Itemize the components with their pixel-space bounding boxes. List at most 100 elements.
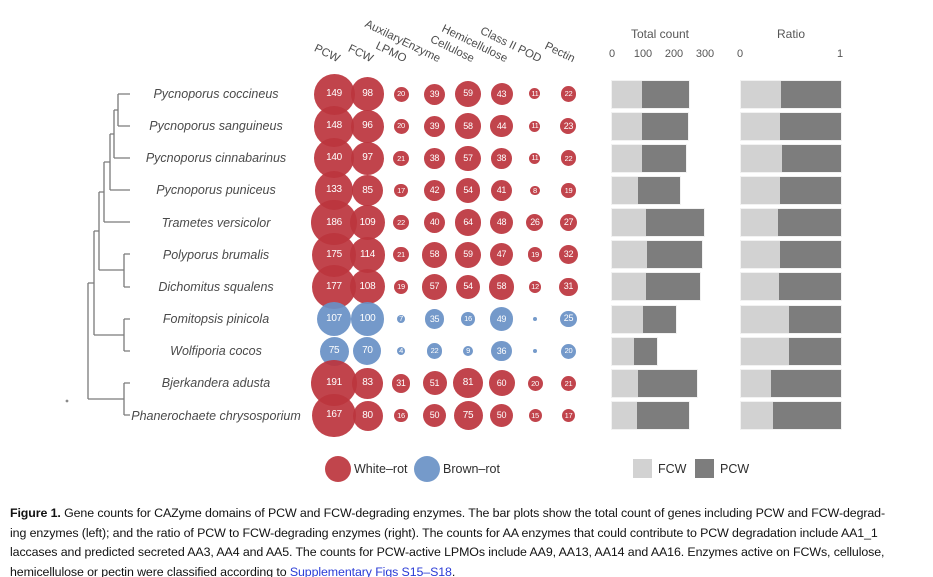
bubble-count: 97 [362, 152, 373, 164]
total-axis-tick-300: 300 [695, 48, 715, 60]
total-axis-tick-0: 0 [608, 48, 616, 60]
bubble-count: 54 [463, 184, 473, 195]
fcw-legend-swatch [633, 459, 652, 478]
bubble-fcw: 80 [352, 400, 383, 431]
species-label-dichomitus-squalens: Dichomitus squalens [158, 279, 274, 294]
ratio-bar [741, 144, 841, 172]
ratio-bar [741, 112, 841, 140]
supplementary-figs-link[interactable]: Supplementary Figs S15–S18 [289, 564, 452, 577]
fcw-segment [612, 337, 634, 365]
pcw-segment [643, 305, 677, 333]
tree-branches [87, 93, 130, 416]
bubble-count: 23 [563, 120, 574, 131]
caption-text-1: Gene counts for CAZyme domains of PCW an… [60, 506, 885, 520]
bubble-count: 20 [531, 378, 539, 388]
bubble-count: 38 [496, 152, 507, 163]
bubble-auxilaryenzyme: 42 [423, 179, 446, 202]
bubble-auxilaryenzyme: 58 [421, 242, 448, 268]
pcw-fraction [771, 369, 841, 397]
bubble-fcw: 109 [350, 205, 386, 241]
total-count-bar [612, 144, 686, 172]
bubble-lpmo: 31 [391, 374, 411, 393]
bubble-count: 38 [429, 152, 440, 163]
bubble-pectin: 31 [559, 277, 578, 297]
bubble-count: 22 [430, 346, 439, 356]
bubble-lpmo: 4 [397, 347, 405, 356]
bubble-count: 15 [531, 410, 539, 420]
pcw-fraction [780, 241, 841, 269]
bubble-fcw: 70 [353, 337, 382, 366]
pcw-fraction [780, 176, 841, 204]
bubble-count: 19 [397, 282, 405, 292]
fcw-fraction [741, 337, 790, 365]
bubble-auxilaryenzyme: 57 [421, 274, 448, 300]
bubble-fcw: 98 [350, 77, 385, 111]
bubble-count: 70 [362, 345, 373, 357]
pcw-fraction [777, 209, 841, 237]
bubble-count: 100 [359, 312, 376, 324]
bubble-count: 17 [397, 185, 405, 195]
total-axis-tick-200: 200 [664, 48, 684, 60]
bubble-hemicellulose: 38 [491, 147, 512, 169]
ratio-axis-tick-1: 1 [836, 48, 844, 60]
bubble-count: 83 [362, 377, 373, 389]
bubble-count: 59 [463, 249, 473, 260]
bubble-auxilaryenzyme: 40 [423, 212, 446, 234]
bubble-count: 148 [326, 120, 342, 132]
bubble-count: 7 [399, 314, 403, 324]
caption-line-3: laccases and predicted secreted AA3, AA4… [10, 545, 885, 559]
bubble-lpmo: 7 [396, 314, 406, 324]
species-label-polyporus-brumalis: Polyporus brumalis [162, 247, 270, 262]
bubble-count: 22 [564, 153, 573, 163]
bubble-hemicellulose: 60 [488, 370, 515, 397]
bubble-count: 108 [359, 280, 376, 292]
species-label-fomitopsis-pinicola: Fomitopsis pinicola [162, 312, 270, 327]
bubble-count: 40 [429, 217, 440, 228]
pcw-fraction [778, 273, 841, 301]
fcw-segment [612, 176, 639, 204]
pcw-segment [647, 241, 702, 269]
total-count-bar [612, 241, 702, 269]
total-count-bar [612, 112, 688, 140]
bubble-count: 19 [564, 185, 573, 195]
bubble-fcw: 96 [351, 109, 384, 143]
ratio-bar [741, 241, 841, 269]
total-count-bar [612, 305, 677, 333]
bubble-lpmo: 22 [393, 214, 409, 231]
bubble-count: 50 [496, 409, 507, 420]
ratio-bar [741, 209, 841, 237]
ratio-axis-title: Ratio [776, 27, 806, 41]
pcw-fraction [780, 112, 841, 140]
pcw-segment [633, 337, 657, 365]
bubble-count: 44 [496, 120, 507, 131]
total-axis-tick-100: 100 [633, 48, 653, 60]
bubble-pectin: 20 [561, 343, 576, 359]
bubble-count: 27 [563, 217, 574, 228]
bubble-pectin: 32 [559, 245, 578, 265]
bubble-hemicellulose: 48 [489, 211, 514, 235]
bubble-cellulose: 54 [455, 274, 481, 300]
figure-number: Figure 1. [10, 506, 61, 520]
bubble-lpmo: 20 [393, 86, 409, 102]
bubble-count: 57 [463, 152, 473, 163]
bubble-count: 58 [496, 281, 507, 292]
bubble-hemicellulose: 41 [490, 179, 513, 202]
bubble-fcw: 100 [350, 302, 385, 336]
bubble-lpmo: 21 [393, 247, 409, 263]
species-label-wolfiporia-cocos: Wolfiporia cocos [170, 344, 262, 359]
bubble-class-ii-pod: 26 [526, 214, 544, 232]
bubble-count: 80 [362, 409, 373, 421]
fcw-fraction [741, 80, 781, 108]
fcw-segment [612, 241, 648, 269]
bubble-hemicellulose: 50 [489, 403, 514, 428]
fcw-segment [612, 402, 637, 429]
fcw-segment [612, 144, 643, 172]
bubble-class-ii-pod: 20 [527, 375, 543, 391]
bubble-count: 51 [429, 377, 440, 388]
bubble-pectin: 22 [560, 86, 577, 102]
bubble-count: 16 [464, 314, 472, 324]
bubble-count: 186 [326, 216, 342, 228]
fcw-fraction [741, 241, 781, 269]
bubble-count: 75 [462, 409, 474, 421]
white-rot-legend-label: White–rot [354, 462, 408, 476]
